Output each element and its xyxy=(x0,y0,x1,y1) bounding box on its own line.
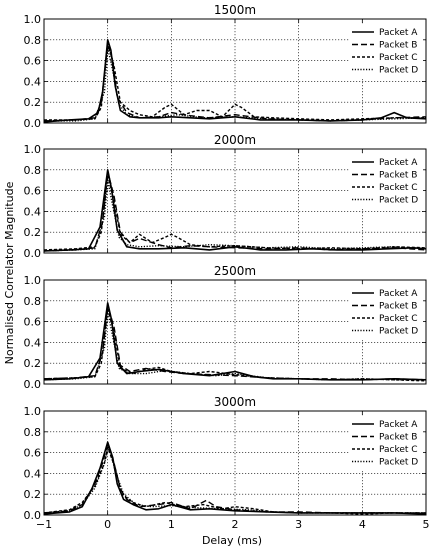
y-tick-label: 0.6 xyxy=(24,55,42,68)
plot-frame xyxy=(43,148,427,254)
series-packet-d xyxy=(43,310,426,381)
series-packet-d xyxy=(44,47,427,122)
plot-frame xyxy=(43,410,427,516)
y-tick-label: 0.8 xyxy=(24,164,42,177)
y-axis-label: Normalised Correlator Magnitude xyxy=(3,181,16,364)
series-packet-a xyxy=(43,169,427,252)
y-tick-label: 0.0 xyxy=(24,247,42,260)
panel-title: 1500m xyxy=(214,3,256,17)
panels: 1500m 0.0 0.2 0.4 0.6 0.8 1.0 Packet A Packet B P… xyxy=(24,3,430,531)
x-tick-label: 3 xyxy=(295,518,302,531)
legend-box xyxy=(350,417,423,471)
panel-title: 2000m xyxy=(214,133,256,147)
y-tick-label: 0.4 xyxy=(24,467,42,480)
y-tick-label: 0.2 xyxy=(24,488,42,501)
y-tick-label: 0.6 xyxy=(24,185,42,198)
y-tick-label: 0.4 xyxy=(24,75,42,88)
legend-label: Packet D xyxy=(379,327,418,337)
x-tick-label: 0 xyxy=(104,518,111,531)
x-tick-label: 4 xyxy=(359,518,366,531)
legend-box xyxy=(350,155,423,209)
legend-label: Packet C xyxy=(379,183,418,193)
y-tick-label: 0.8 xyxy=(24,34,42,47)
y-tick-label: 1.0 xyxy=(24,405,42,418)
legend-box xyxy=(350,25,423,79)
series-packet-a xyxy=(43,441,427,515)
y-tick-label: 1.0 xyxy=(24,274,42,287)
series-packet-c xyxy=(44,41,426,121)
y-tick-label: 0.0 xyxy=(24,117,42,130)
y-tick-label: 0.8 xyxy=(24,295,42,308)
legend-label: Packet D xyxy=(379,66,418,76)
y-tick-label: 1.0 xyxy=(24,13,42,26)
y-tick-label: 1.0 xyxy=(24,143,42,156)
y-tick-label: 0.0 xyxy=(24,509,42,522)
x-tick-label: 5 xyxy=(423,518,430,531)
y-tick-label: 0.8 xyxy=(24,426,42,439)
legend-label: Packet A xyxy=(379,289,418,299)
y-tick-label: 0.6 xyxy=(24,447,42,460)
series-packet-c xyxy=(43,446,426,515)
panel-3: 2500m 0.0 0.2 0.4 0.6 0.8 1.0 Packet A Packet B P… xyxy=(24,264,427,391)
legend-label: Packet B xyxy=(379,41,417,51)
legend-label: Packet B xyxy=(379,433,417,443)
x-tick-label: 2 xyxy=(232,518,239,531)
series-packet-d xyxy=(43,179,427,252)
legend-label: Packet B xyxy=(379,171,417,181)
legend-box xyxy=(350,286,423,340)
legend-label: Packet A xyxy=(379,158,418,168)
panel-1: 1500m 0.0 0.2 0.4 0.6 0.8 1.0 Packet A Packet B P… xyxy=(24,3,427,130)
legend-label: Packet D xyxy=(379,458,418,468)
legend-label: Packet B xyxy=(379,302,417,312)
x-axis-label: Delay (ms) xyxy=(202,534,262,547)
y-tick-label: 0.2 xyxy=(24,357,42,370)
panel-4: 3000m 0.0 0.2 0.4 0.6 0.8 1.0 −1 0 1 2 3 4 5 Packet A P… xyxy=(24,395,430,531)
y-tick-label: 0.2 xyxy=(24,96,42,109)
legend-label: Packet A xyxy=(379,28,418,38)
series-packet-d xyxy=(43,445,426,514)
x-tick-label: 1 xyxy=(168,518,175,531)
series-packet-c xyxy=(43,308,427,382)
legend-label: Packet C xyxy=(379,53,418,63)
panel-title: 2500m xyxy=(214,264,256,278)
plot-frame xyxy=(43,18,427,124)
y-tick-label: 0.4 xyxy=(24,336,42,349)
x-tick-label: −1 xyxy=(36,518,52,531)
y-tick-label: 0.4 xyxy=(24,205,42,218)
y-tick-label: 0.6 xyxy=(24,316,42,329)
panel-2: 2000m 0.0 0.2 0.4 0.6 0.8 1.0 Packet A Packet B P… xyxy=(24,133,427,260)
panel-title: 3000m xyxy=(214,395,256,409)
plot-frame xyxy=(43,279,427,385)
legend-label: Packet C xyxy=(379,314,418,324)
y-tick-label: 0.2 xyxy=(24,226,42,239)
y-tick-label: 0.0 xyxy=(24,378,42,391)
series-packet-b xyxy=(43,443,426,514)
legend-label: Packet A xyxy=(379,420,418,430)
legend-label: Packet C xyxy=(379,445,418,455)
legend-label: Packet D xyxy=(379,196,418,206)
